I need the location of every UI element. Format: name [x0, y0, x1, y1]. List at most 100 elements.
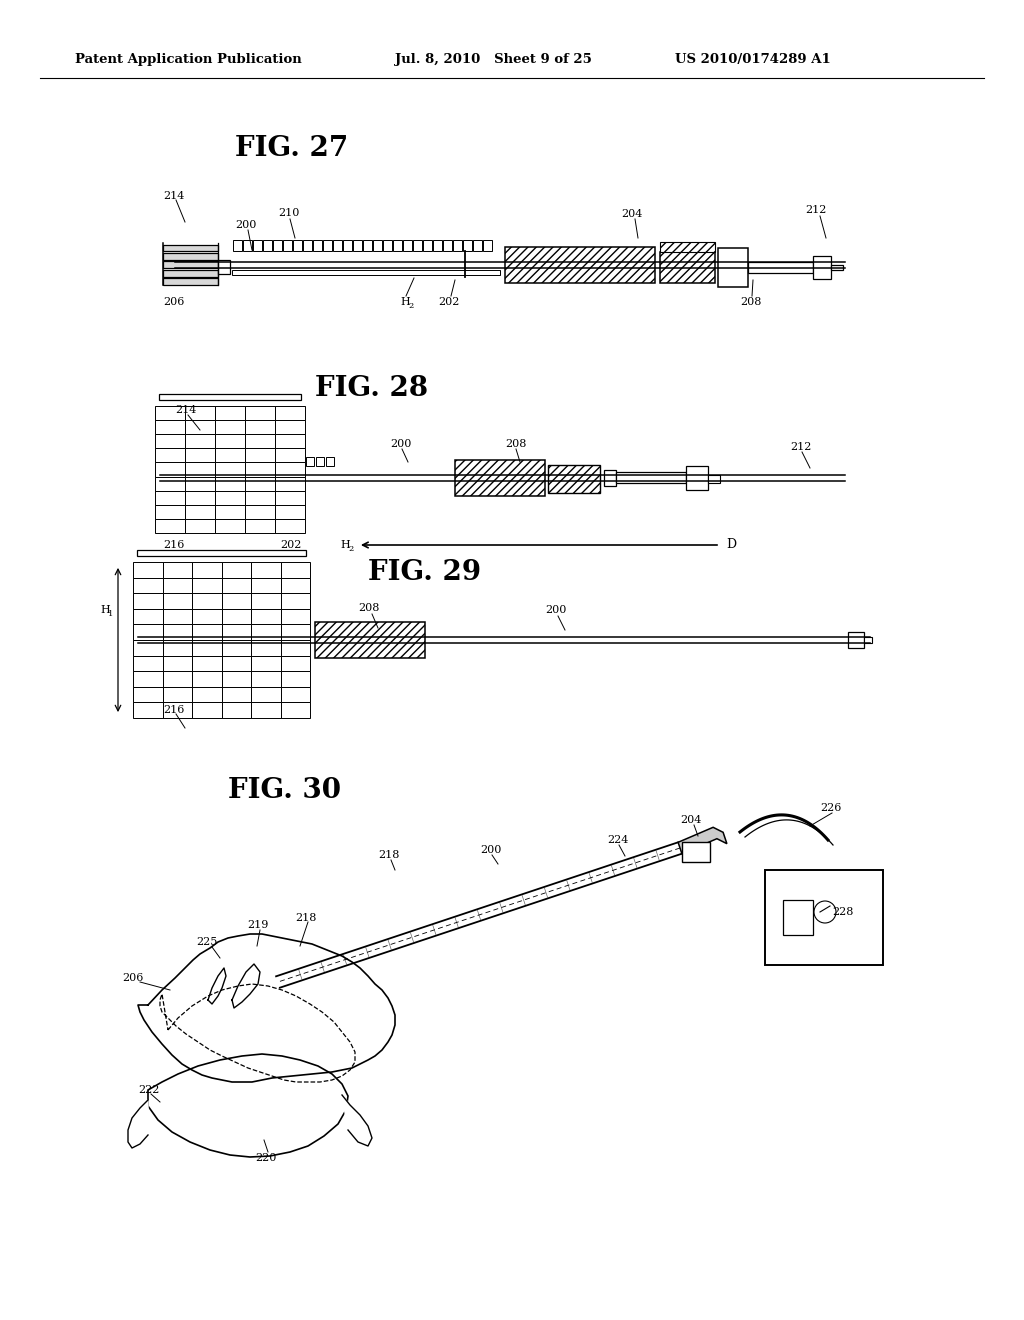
Text: 220: 220 [255, 1152, 276, 1163]
Text: FIG. 30: FIG. 30 [228, 776, 341, 804]
Bar [133, 578, 163, 593]
Bar [686, 466, 708, 490]
Bar [251, 640, 281, 656]
Bar [275, 504, 305, 519]
Bar [660, 242, 715, 252]
Text: 219: 219 [247, 920, 268, 931]
Polygon shape [128, 1100, 148, 1148]
Bar [133, 656, 163, 671]
Bar [215, 420, 245, 434]
Bar [185, 449, 215, 462]
Bar [281, 624, 310, 640]
Bar [251, 702, 281, 718]
Bar [155, 420, 185, 434]
Text: Jul. 8, 2010   Sheet 9 of 25: Jul. 8, 2010 Sheet 9 of 25 [395, 54, 592, 66]
Bar [193, 593, 221, 609]
Bar [163, 656, 193, 671]
Bar [193, 624, 221, 640]
Bar [245, 462, 275, 477]
Bar [215, 477, 245, 491]
Bar [718, 248, 748, 286]
Text: 204: 204 [680, 814, 701, 825]
Bar [281, 593, 310, 609]
Bar [221, 686, 251, 702]
Bar [275, 519, 305, 533]
Bar [155, 434, 185, 449]
Bar [155, 477, 185, 491]
Text: 212: 212 [805, 205, 826, 215]
Bar [281, 609, 310, 624]
Bar [660, 252, 715, 282]
Bar [163, 244, 218, 251]
Bar [221, 640, 251, 656]
Bar [281, 686, 310, 702]
Text: Patent Application Publication: Patent Application Publication [75, 54, 302, 66]
Bar [163, 593, 193, 609]
Text: H: H [400, 297, 410, 308]
Text: 200: 200 [234, 220, 256, 230]
Bar [251, 671, 281, 686]
Text: 202: 202 [438, 297, 460, 308]
Bar [251, 686, 281, 702]
Text: 1: 1 [108, 610, 114, 618]
Bar [302, 240, 311, 251]
Polygon shape [678, 828, 727, 854]
Bar [163, 609, 193, 624]
Bar [251, 609, 281, 624]
Text: 212: 212 [790, 442, 811, 451]
Bar [133, 686, 163, 702]
Text: 226: 226 [820, 803, 842, 813]
Bar [163, 261, 218, 268]
Bar [163, 702, 193, 718]
Bar [215, 462, 245, 477]
Bar [463, 240, 471, 251]
Text: US 2010/0174289 A1: US 2010/0174289 A1 [675, 54, 830, 66]
Bar [682, 842, 710, 862]
Bar [831, 265, 843, 271]
Bar [163, 562, 193, 578]
Bar [185, 477, 215, 491]
Bar [133, 562, 163, 578]
Text: 200: 200 [545, 605, 566, 615]
Bar [137, 550, 306, 556]
Text: 228: 228 [831, 907, 853, 917]
Bar [281, 702, 310, 718]
Bar [281, 656, 310, 671]
Bar [155, 519, 185, 533]
Bar [155, 504, 185, 519]
Bar [251, 593, 281, 609]
Bar [163, 640, 193, 656]
Polygon shape [342, 1096, 372, 1146]
Bar [251, 578, 281, 593]
Bar [432, 240, 441, 251]
Bar [604, 470, 616, 486]
Text: 210: 210 [278, 209, 299, 218]
Bar [215, 519, 245, 533]
Bar [193, 640, 221, 656]
Bar [323, 240, 332, 251]
Bar [243, 240, 252, 251]
Bar [215, 434, 245, 449]
Bar [185, 462, 215, 477]
Bar [333, 240, 341, 251]
Text: 206: 206 [163, 297, 184, 308]
Bar [413, 240, 422, 251]
Bar [383, 240, 391, 251]
Bar [765, 870, 883, 965]
Text: H: H [100, 605, 110, 615]
Bar [155, 491, 185, 504]
Bar [232, 271, 500, 275]
Text: 200: 200 [480, 845, 502, 855]
Bar [221, 624, 251, 640]
Text: 218: 218 [378, 850, 399, 861]
Bar [221, 702, 251, 718]
Bar [783, 900, 813, 935]
Bar [232, 240, 242, 251]
Bar [133, 624, 163, 640]
Bar [193, 686, 221, 702]
Bar [283, 240, 292, 251]
Bar [281, 578, 310, 593]
Bar [275, 434, 305, 449]
Bar [262, 240, 271, 251]
Text: 200: 200 [390, 440, 412, 449]
